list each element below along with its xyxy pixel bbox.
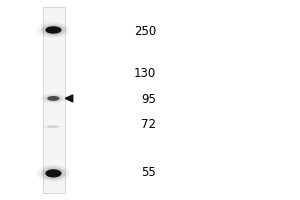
Text: 95: 95 [141,93,156,106]
Ellipse shape [44,95,63,102]
Ellipse shape [44,125,61,128]
Ellipse shape [45,26,62,34]
Ellipse shape [41,24,66,36]
Text: 250: 250 [134,25,156,38]
Text: 55: 55 [141,166,156,179]
Ellipse shape [41,93,66,103]
Text: 130: 130 [134,67,156,80]
Text: 72: 72 [141,118,156,131]
Ellipse shape [47,126,58,128]
Ellipse shape [47,96,60,101]
FancyBboxPatch shape [43,7,65,193]
Ellipse shape [45,169,62,178]
Ellipse shape [37,165,70,182]
Ellipse shape [37,22,70,37]
Polygon shape [65,95,73,102]
Ellipse shape [41,167,66,180]
